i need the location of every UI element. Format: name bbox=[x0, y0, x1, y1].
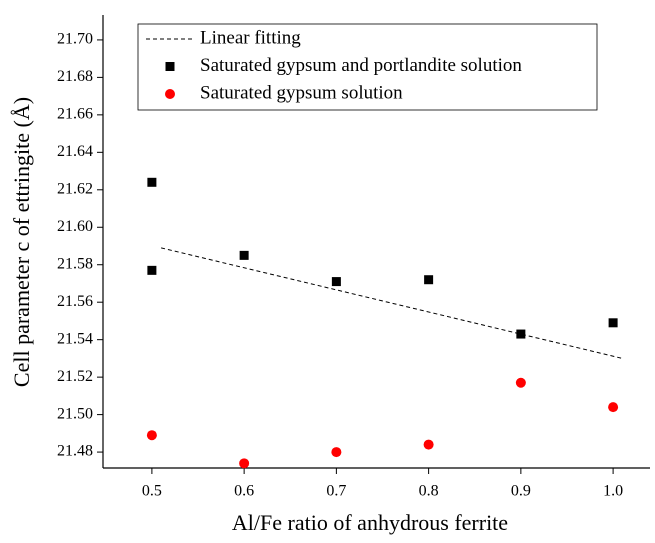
x-tick-label: 0.6 bbox=[234, 483, 254, 500]
y-tick-label: 21.70 bbox=[57, 31, 93, 48]
y-tick-label: 21.68 bbox=[57, 68, 93, 85]
point bbox=[424, 275, 434, 285]
x-tick-label: 0.7 bbox=[326, 483, 346, 500]
y-tick-label: 21.60 bbox=[57, 218, 93, 235]
point bbox=[608, 318, 618, 328]
legend-swatch bbox=[165, 89, 175, 99]
point bbox=[515, 377, 526, 388]
legend-label: Linear fitting bbox=[200, 27, 301, 48]
point bbox=[239, 250, 249, 260]
x-tick-label: 1.0 bbox=[603, 483, 623, 500]
x-tick-label: 0.5 bbox=[142, 483, 162, 500]
x-axis-label: Al/Fe ratio of anhydrous ferrite bbox=[232, 510, 508, 535]
legend-box bbox=[137, 23, 598, 111]
point bbox=[147, 177, 157, 187]
point bbox=[516, 329, 526, 339]
point bbox=[423, 439, 434, 450]
x-tick-label: 0.8 bbox=[419, 483, 439, 500]
fit-line bbox=[160, 247, 623, 359]
y-tick-label: 21.54 bbox=[57, 330, 93, 347]
x-tick-label: 0.9 bbox=[511, 483, 531, 500]
y-tick-label: 21.66 bbox=[57, 106, 93, 123]
y-tick-label: 21.48 bbox=[57, 443, 93, 460]
legend-swatch bbox=[165, 62, 175, 71]
y-tick-label: 21.56 bbox=[57, 293, 93, 310]
legend-label: Saturated gypsum solution bbox=[200, 82, 403, 103]
point bbox=[331, 277, 341, 287]
y-tick-label: 21.52 bbox=[57, 368, 93, 385]
y-tick-label: 21.64 bbox=[57, 143, 93, 160]
point bbox=[608, 402, 619, 413]
y-axis-label: Cell parameter c of ettringite (Å) bbox=[9, 97, 34, 387]
point bbox=[239, 458, 250, 469]
y-tick-label: 21.58 bbox=[57, 255, 93, 272]
point bbox=[147, 265, 157, 275]
point bbox=[331, 447, 342, 458]
y-tick-label: 21.62 bbox=[57, 180, 93, 197]
point bbox=[146, 430, 157, 441]
y-tick-label: 21.50 bbox=[57, 405, 93, 422]
legend-label: Saturated gypsum and portlandite solutio… bbox=[200, 55, 522, 76]
